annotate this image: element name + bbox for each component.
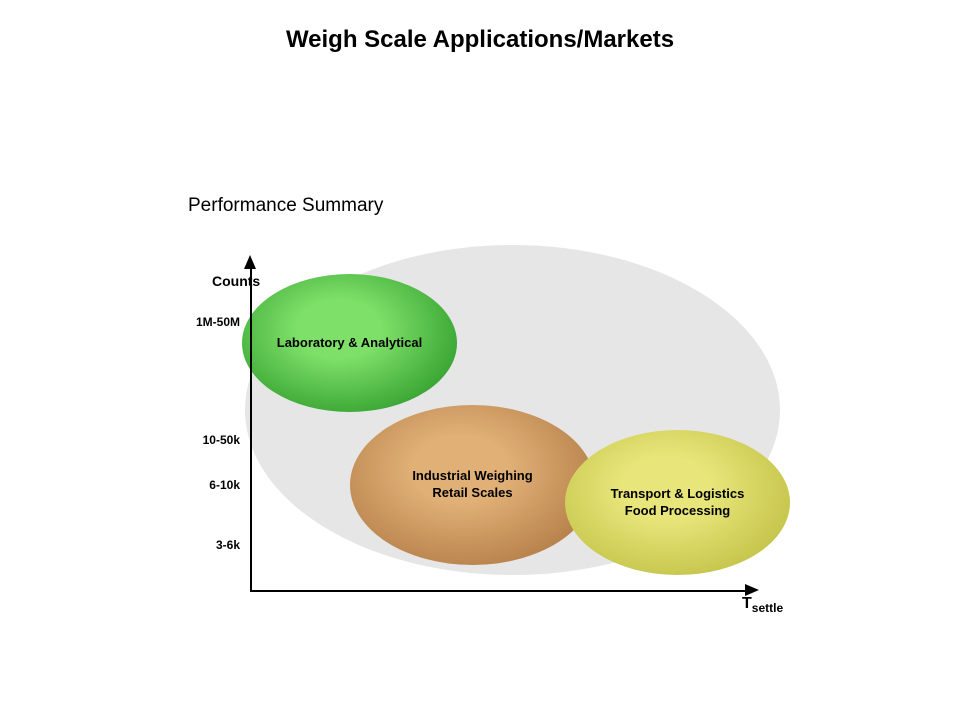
- chart-subtitle-text: Performance Summary: [188, 195, 383, 216]
- y-tick-2: 6-10k: [180, 478, 240, 492]
- y-axis-line: [250, 263, 252, 590]
- bubble-lab-analytical: Laboratory & Analytical: [242, 274, 457, 412]
- bubble-industrial-retail: Industrial WeighingRetail Scales: [350, 405, 595, 565]
- bubble-industrial-retail-label: Industrial WeighingRetail Scales: [402, 468, 542, 502]
- bubble-transport-food: Transport & LogisticsFood Processing: [565, 430, 790, 575]
- bubble-lab-analytical-label: Laboratory & Analytical: [267, 335, 432, 352]
- chart-subtitle: Performance Summary: [188, 195, 383, 217]
- x-axis-line: [250, 590, 745, 592]
- chart-area: Laboratory & Analytical Industrial Weigh…: [170, 255, 790, 615]
- page-title-text: Weigh Scale Applications/Markets: [286, 26, 674, 53]
- x-axis-label-main: T: [742, 595, 752, 612]
- x-axis-label-sub: settle: [752, 601, 783, 615]
- x-axis-label: Tsettle: [742, 595, 783, 615]
- y-tick-3: 3-6k: [180, 538, 240, 552]
- bubble-transport-food-label: Transport & LogisticsFood Processing: [601, 486, 755, 520]
- y-axis-arrow-icon: [244, 255, 256, 269]
- y-tick-1: 10-50k: [180, 433, 240, 447]
- page-title: Weigh Scale Applications/Markets: [0, 26, 960, 54]
- y-axis-label: Counts: [212, 273, 260, 289]
- y-tick-0: 1M-50M: [180, 315, 240, 329]
